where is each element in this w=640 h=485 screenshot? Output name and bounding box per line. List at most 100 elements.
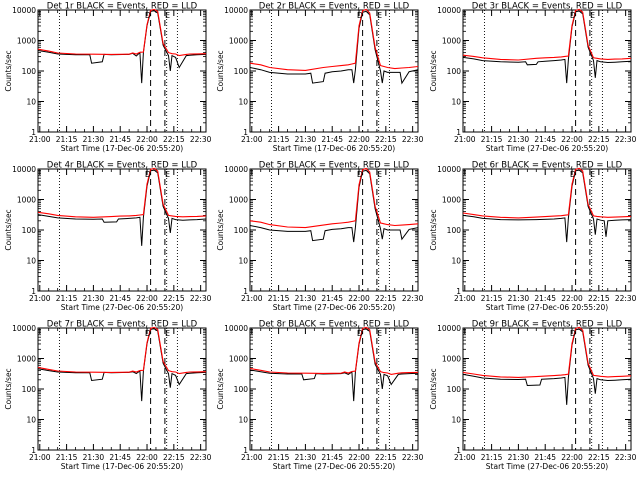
y-tick-label: 100 — [447, 385, 462, 394]
y-tick-label: 100 — [22, 67, 37, 76]
segment-label: E — [590, 329, 595, 338]
plot-frame — [462, 9, 632, 133]
segment-label: D — [145, 329, 151, 338]
y-tick-label: 10 — [238, 257, 248, 266]
plot-frame — [249, 327, 419, 451]
plot-frame — [249, 9, 419, 133]
x-tick-label: 22:00 — [348, 135, 370, 144]
segment-label: D — [145, 11, 151, 20]
x-tick-label: 21:15 — [481, 453, 503, 462]
x-tick-label: 21:45 — [534, 135, 556, 144]
segment-label: E — [377, 329, 382, 338]
series-line-events — [462, 169, 632, 243]
x-tick-label: 22:15 — [588, 294, 610, 303]
x-tick-label: 22:30 — [615, 135, 637, 144]
x-tick-label: 22:15 — [375, 135, 397, 144]
y-tick-label: 1000 — [442, 355, 461, 364]
x-tick-label: 22:00 — [136, 453, 158, 462]
y-tick-label: 10 — [26, 98, 36, 107]
x-tick-label: 22:30 — [190, 294, 212, 303]
panel-title: Det 7r BLACK = Events, RED = LLD — [47, 320, 198, 330]
panel-3: Det 3r BLACK = Events, RED = LLD 1 10 100 10… — [429, 2, 637, 154]
x-tick-label: 22:15 — [588, 453, 610, 462]
y-tick-label: 1000 — [17, 37, 36, 46]
y-tick-label: 10000 — [224, 165, 248, 174]
x-tick-label: 21:45 — [321, 453, 343, 462]
x-tick-label: 21:15 — [56, 453, 78, 462]
x-tick-label: 21:15 — [268, 135, 290, 144]
x-tick-label: 22:00 — [561, 135, 583, 144]
y-tick-label: 10000 — [224, 6, 248, 15]
x-tick-label: 21:45 — [321, 294, 343, 303]
y-tick-label: 1 — [31, 128, 36, 137]
y-axis-label: Counts/sec — [216, 368, 225, 409]
x-tick-label: 21:30 — [83, 453, 105, 462]
y-tick-label: 1 — [456, 446, 461, 455]
panel-title: Det 9r BLACK = Events, RED = LLD — [472, 320, 623, 330]
x-tick-label: 21:15 — [268, 453, 290, 462]
x-tick-label: 22:00 — [348, 453, 370, 462]
segment-label: E — [377, 170, 382, 179]
y-tick-label: 10 — [238, 416, 248, 425]
x-tick-label: 21:45 — [109, 135, 131, 144]
x-tick-label: 22:15 — [163, 453, 185, 462]
y-tick-label: 10 — [451, 98, 461, 107]
panel-1: Det 1r BLACK = Events, RED = LLD 1 10 100 10… — [4, 2, 212, 154]
y-axis-label: Counts/sec — [429, 209, 438, 250]
segment-label: E — [165, 11, 170, 20]
segment-label: D — [145, 170, 151, 179]
x-axis-label: Start Time (17-Dec-06 20:55:20) — [61, 144, 183, 153]
y-tick-label: 10000 — [437, 6, 461, 15]
x-tick-label: 22:30 — [190, 135, 212, 144]
x-tick-label: 21:45 — [321, 135, 343, 144]
plot-frame — [462, 168, 632, 292]
x-tick-label: 22:15 — [375, 294, 397, 303]
series-line-events — [249, 10, 419, 85]
x-tick-label: 21:00 — [454, 294, 476, 303]
x-tick-label: 21:45 — [109, 453, 131, 462]
x-axis-label: Start Time (27-Dec-06 20:55:20) — [486, 144, 608, 153]
plot-frame — [462, 327, 632, 451]
segment-label: D — [570, 170, 576, 179]
x-axis-label: Start Time (17-Dec-06 20:55:20) — [61, 462, 183, 471]
y-axis-label: Counts/sec — [4, 209, 13, 250]
y-tick-label: 10 — [451, 416, 461, 425]
x-tick-label: 21:15 — [56, 135, 78, 144]
x-tick-label: 22:15 — [163, 135, 185, 144]
y-axis-label: Counts/sec — [4, 368, 13, 409]
x-tick-label: 21:00 — [241, 135, 263, 144]
x-tick-label: 21:30 — [508, 453, 530, 462]
series-line-lld — [37, 326, 207, 375]
y-tick-label: 1000 — [229, 37, 248, 46]
y-tick-label: 100 — [22, 385, 37, 394]
x-axis-label: Start Time (27-Dec-06 20:55:20) — [486, 303, 608, 312]
y-axis-label: Counts/sec — [429, 50, 438, 91]
y-tick-label: 100 — [234, 67, 249, 76]
y-axis-label: Counts/sec — [216, 209, 225, 250]
y-tick-label: 10 — [26, 416, 36, 425]
panel-5: Det 5r BLACK = Events, RED = LLD 1 10 100 10… — [216, 161, 424, 313]
segment-label: E — [377, 11, 382, 20]
panel-title: Det 2r BLACK = Events, RED = LLD — [259, 2, 410, 12]
x-axis-label: Start Time (27-Dec-06 20:55:20) — [486, 462, 608, 471]
y-tick-label: 1 — [243, 446, 248, 455]
segment-label: D — [357, 170, 363, 179]
y-tick-label: 1000 — [17, 355, 36, 364]
x-tick-label: 21:30 — [295, 453, 317, 462]
x-axis-label: Start Time (17-Dec-06 20:55:20) — [273, 144, 395, 153]
x-tick-label: 21:30 — [83, 135, 105, 144]
series-line-events — [37, 169, 207, 246]
y-tick-label: 10 — [26, 257, 36, 266]
x-tick-label: 22:30 — [402, 135, 424, 144]
y-tick-label: 10000 — [12, 165, 36, 174]
segment-label: E — [165, 170, 170, 179]
series-line-events — [37, 328, 207, 402]
x-tick-label: 22:00 — [561, 453, 583, 462]
x-tick-label: 21:00 — [29, 294, 51, 303]
y-tick-label: 100 — [447, 67, 462, 76]
y-tick-label: 10 — [238, 98, 248, 107]
y-tick-label: 1 — [31, 287, 36, 296]
x-tick-label: 21:45 — [109, 294, 131, 303]
x-axis-label: Start Time (27-Dec-06 20:55:20) — [273, 462, 395, 471]
x-axis-label: Start Time (27-Dec-06 20:55:20) — [273, 303, 395, 312]
